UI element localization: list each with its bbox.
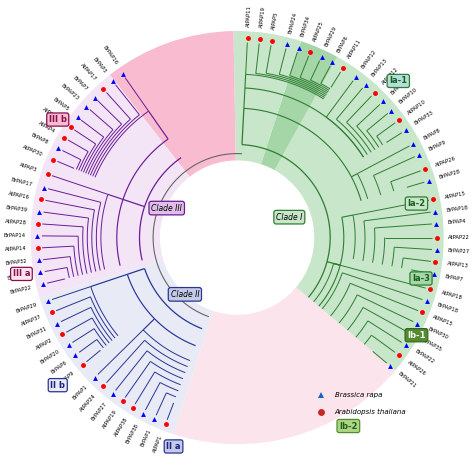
Text: AtPAP30: AtPAP30 [22, 144, 44, 158]
Text: AtPAP19: AtPAP19 [258, 6, 266, 28]
Text: AtPAP11: AtPAP11 [347, 39, 363, 60]
Text: BrPAP20: BrPAP20 [39, 349, 60, 365]
Text: BrPAP27: BrPAP27 [90, 401, 108, 422]
Text: BrPAP7: BrPAP7 [444, 274, 464, 282]
Text: BrPAP18: BrPAP18 [446, 205, 469, 212]
Text: BrPAP6: BrPAP6 [336, 34, 349, 53]
Text: AtPAP1: AtPAP1 [153, 434, 164, 453]
Text: AtPAP9: AtPAP9 [58, 370, 76, 385]
Text: Clade II: Clade II [171, 290, 199, 299]
Text: AtPAP25: AtPAP25 [312, 20, 325, 42]
Text: AtPAP13: AtPAP13 [447, 261, 469, 268]
Text: Clade III: Clade III [151, 204, 182, 212]
Text: II b: II b [50, 381, 65, 390]
Text: AtPAP24: AtPAP24 [79, 393, 98, 412]
Text: BrPAP9: BrPAP9 [428, 140, 447, 152]
Text: Clade I: Clade I [276, 212, 302, 222]
Wedge shape [234, 31, 301, 164]
Text: Ia-2: Ia-2 [407, 199, 426, 208]
Wedge shape [110, 31, 236, 177]
Text: AtPAP15: AtPAP15 [444, 191, 466, 200]
Text: BrPAP16: BrPAP16 [101, 45, 118, 66]
Text: BrPAP5: BrPAP5 [52, 97, 70, 112]
Text: AtPAP11: AtPAP11 [246, 5, 252, 27]
Text: BrPAP32: BrPAP32 [5, 259, 27, 267]
Text: AtPAP14: AtPAP14 [4, 246, 27, 252]
Text: AtPAP12: AtPAP12 [381, 67, 399, 86]
Text: Ia-1: Ia-1 [389, 76, 407, 85]
Text: III a: III a [13, 269, 30, 278]
Wedge shape [39, 260, 213, 434]
Text: Ib-1: Ib-1 [407, 331, 426, 340]
Text: BrPAP22: BrPAP22 [10, 284, 32, 295]
Text: AtPAP17: AtPAP17 [79, 63, 98, 82]
Text: BrPAP12: BrPAP12 [361, 48, 378, 69]
Text: AtPAP38: AtPAP38 [113, 416, 129, 438]
Text: BrPAP3: BrPAP3 [92, 56, 108, 74]
Text: BrPAP2: BrPAP2 [390, 79, 407, 96]
Text: AtPAP5: AtPAP5 [271, 11, 280, 30]
Text: BrPAP1: BrPAP1 [139, 429, 152, 448]
Text: BrPAP18: BrPAP18 [437, 302, 459, 314]
Text: Ib-2: Ib-2 [339, 422, 357, 431]
Wedge shape [30, 75, 190, 298]
Text: BrPAP8: BrPAP8 [422, 128, 441, 141]
Text: BrPAP29: BrPAP29 [324, 25, 338, 48]
Text: Arabidopsis thaliana: Arabidopsis thaliana [335, 409, 406, 416]
Text: AtPAP37: AtPAP37 [20, 315, 42, 327]
Text: BrPAP38: BrPAP38 [126, 423, 140, 445]
Text: BrPAP23: BrPAP23 [60, 83, 80, 101]
Text: BrPAP4: BrPAP4 [447, 219, 466, 226]
Text: BrPAP13: BrPAP13 [371, 57, 389, 77]
Text: BrPAP35: BrPAP35 [420, 338, 442, 353]
Text: AtPAP16: AtPAP16 [8, 191, 30, 200]
Text: AtPAP10: AtPAP10 [406, 99, 427, 116]
Text: BrPAP17: BrPAP17 [10, 177, 33, 187]
Text: Brassica rapa: Brassica rapa [335, 392, 382, 398]
Text: BrPAP7: BrPAP7 [72, 75, 88, 91]
Text: BrPAP22: BrPAP22 [414, 349, 435, 365]
Wedge shape [173, 287, 395, 444]
Text: AtPAP18: AtPAP18 [440, 290, 463, 300]
Text: BrPAP10: BrPAP10 [399, 87, 419, 105]
Text: AtPAP19: AtPAP19 [101, 409, 118, 430]
Text: AtPAP26: AtPAP26 [435, 156, 457, 168]
Text: Ia-3: Ia-3 [412, 274, 430, 283]
Text: AtPAP22: AtPAP22 [448, 235, 470, 240]
Text: BrPAP27: BrPAP27 [447, 248, 470, 254]
Text: AtPAP4: AtPAP4 [37, 121, 55, 134]
Wedge shape [274, 57, 444, 376]
Text: BrPAP8: BrPAP8 [30, 133, 49, 146]
Text: BrPAP34: BrPAP34 [300, 15, 311, 38]
Text: BrPAP33: BrPAP33 [414, 110, 435, 126]
Text: BrPAP6: BrPAP6 [50, 360, 68, 375]
Text: BrPAP30: BrPAP30 [427, 326, 448, 340]
Text: AtPAP25: AtPAP25 [41, 107, 63, 123]
Text: BrPAP29: BrPAP29 [15, 302, 38, 314]
Text: AtPAP28: AtPAP28 [4, 219, 27, 226]
Text: BrPAP21: BrPAP21 [397, 371, 418, 390]
Text: BrPAP21: BrPAP21 [7, 272, 29, 281]
Text: BrPAP31: BrPAP31 [26, 326, 47, 340]
Text: BrPAP1: BrPAP1 [72, 384, 88, 400]
Text: AtPAP26: AtPAP26 [406, 360, 427, 377]
Text: AtPAP2: AtPAP2 [35, 338, 54, 351]
Text: II a: II a [166, 442, 181, 451]
Text: AtPAP3: AtPAP3 [18, 163, 38, 173]
Text: BrPAP28: BrPAP28 [439, 169, 462, 180]
Text: BrPAP24: BrPAP24 [288, 11, 298, 34]
Text: AtPAP15: AtPAP15 [432, 315, 454, 327]
Wedge shape [261, 41, 337, 170]
Text: III b: III b [49, 115, 67, 124]
Text: BrPAP14: BrPAP14 [4, 233, 26, 238]
Text: BrPAP39: BrPAP39 [6, 205, 28, 212]
